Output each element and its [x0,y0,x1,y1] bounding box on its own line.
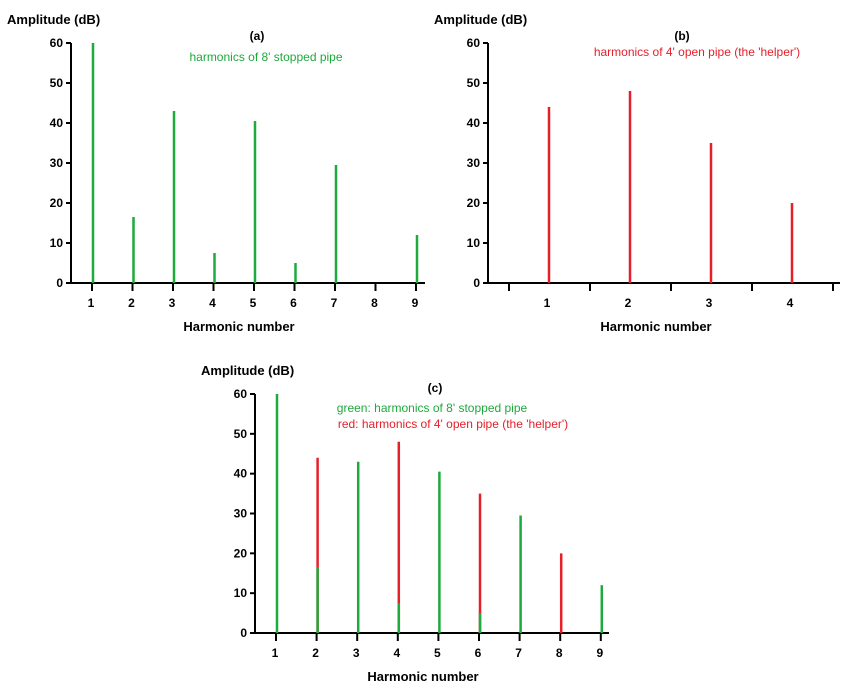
x-tick-label: 6 [475,646,482,660]
y-tick-label: 60 [50,36,64,50]
y-axis-label: Amplitude (dB) [7,12,100,27]
x-axis-label: Harmonic number [367,669,478,684]
x-tick-label: 8 [371,296,378,310]
panel-label: (b) [674,29,689,43]
x-tick-label: 3 [706,296,713,310]
y-tick-label: 20 [234,546,248,560]
x-tick-label: 2 [625,296,632,310]
x-tick-label: 5 [250,296,257,310]
x-tick-label: 4 [787,296,794,310]
x-tick-label: 2 [128,296,135,310]
x-tick-label: 4 [209,296,216,310]
x-tick-label: 9 [412,296,419,310]
x-tick-label: 7 [331,296,338,310]
y-axis-label: Amplitude (dB) [434,12,527,27]
chart-panel-c: 0 10 20 30 40 50 60 1 2 3 4 5 6 7 8 9 Amplitude (dB) (c) g… [201,363,609,684]
panel-label: (c) [428,381,443,395]
x-tick-label: 6 [290,296,297,310]
y-tick-label: 40 [467,116,481,130]
x-tick-label: 1 [544,296,551,310]
x-axis-label: Harmonic number [183,319,294,334]
y-tick-label: 50 [234,427,248,441]
x-tick-label: 8 [556,646,563,660]
y-tick-label: 30 [467,156,481,170]
x-tick-label: 3 [169,296,176,310]
x-tick-label: 7 [515,646,522,660]
y-tick-label: 0 [56,276,63,290]
x-tick-label: 1 [272,646,279,660]
y-tick-label: 30 [50,156,64,170]
y-tick-label: 50 [467,76,481,90]
x-tick-label: 4 [393,646,400,660]
y-tick-label: 40 [234,467,248,481]
y-tick-label: 60 [467,36,481,50]
y-tick-label: 50 [50,76,64,90]
panel-label: (a) [250,29,265,43]
annotation-green: green: harmonics of 8' stopped pipe [337,401,528,415]
chart-panel-b: 0 10 20 30 40 50 60 1 2 3 4 Amplitude (dB) (b) harmon… [434,12,840,334]
chart-panel-a: 0 10 20 30 40 50 60 1 2 3 4 5 6 7 8 9 Amplitude (dB) (a) h… [7,12,425,334]
x-tick-label: 2 [312,646,319,660]
x-tick-label: 3 [353,646,360,660]
y-axis-label: Amplitude (dB) [201,363,294,378]
y-tick-label: 0 [473,276,480,290]
y-tick-label: 20 [467,196,481,210]
x-tick-label: 5 [434,646,441,660]
annotation-green: harmonics of 8' stopped pipe [189,50,342,64]
x-axis-label: Harmonic number [600,319,711,334]
y-tick-label: 10 [50,236,64,250]
annotation-red: harmonics of 4' open pipe (the 'helper') [594,45,800,59]
y-tick-label: 40 [50,116,64,130]
y-tick-label: 10 [467,236,481,250]
y-tick-label: 60 [234,387,248,401]
y-tick-label: 20 [50,196,64,210]
y-tick-label: 30 [234,507,248,521]
annotation-red: red: harmonics of 4' open pipe (the 'hel… [338,417,568,431]
x-tick-label: 1 [88,296,95,310]
x-tick-label: 9 [596,646,603,660]
y-tick-label: 10 [234,586,248,600]
y-tick-label: 0 [240,626,247,640]
